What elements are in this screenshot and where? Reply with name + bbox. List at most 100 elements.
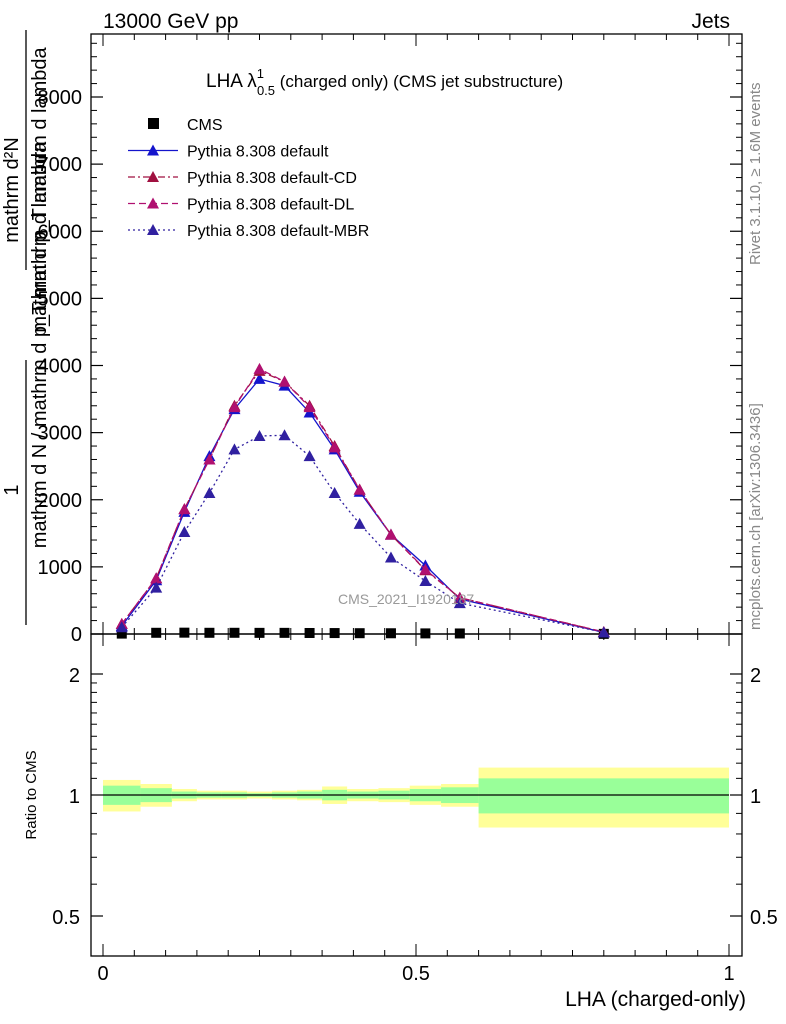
series-0 [116,627,609,639]
series-line [121,434,604,633]
y-label-numerator-two: mathrm d²N [1,137,23,243]
y-tick-label: 1000 [38,557,83,579]
main-axis-ticks: 0 1000 2000 3000 4000 5000 6000 7000 8000 [38,42,742,646]
series-marker [384,528,397,540]
series-marker [353,483,366,495]
plot-title-rest: (charged only) (CMS jet substructure) [275,72,563,91]
ratio-bands [103,767,729,828]
x-axis-ticks: 0 0.5 1 [97,34,735,985]
legend-label: Pythia 8.308 default-DL [187,197,354,214]
series-group [115,362,610,639]
series-marker [253,429,266,441]
series-marker [453,597,466,609]
series-marker [419,574,432,586]
cms-data-point [304,627,315,638]
series-marker [384,551,397,563]
legend-item: Pythia 8.308 default-DL [128,197,354,214]
series-marker [203,453,216,465]
legend-marker [148,118,159,129]
series-marker [203,487,216,499]
series-marker [178,503,191,515]
y-tick-label: 8000 [38,87,83,109]
legend-item: Pythia 8.308 default-CD [128,170,357,187]
mcplots-label: mcplots.cern.ch [arXiv:1306.3436] [747,403,764,630]
series-marker [253,372,266,384]
header-right: Jets [691,10,730,33]
y-label-denominator: mathrm d N / mathrm d p_T mathrm d lambd… [29,141,51,548]
series-marker [228,401,241,413]
cms-data-point [385,628,396,639]
y-label-denominator-two: mathrm d p_T mathrm d lambda [29,46,51,332]
legend-marker [147,144,159,156]
ratio-y-label: Ratio to CMS [23,750,40,839]
legend-label: CMS [187,117,223,134]
cms-data-point [229,627,240,638]
series-marker [150,572,163,584]
series-marker [303,401,316,413]
series-4 [115,429,610,638]
legend-marker [147,197,159,209]
main-y-label: 1 mathrm d²N mathrm d N / mathrm d p_T m… [1,30,51,625]
header-left: 13000 GeV pp [103,10,238,33]
legend-marker [147,171,159,182]
legend-item: Pythia 8.308 default-MBR [128,223,369,240]
cms-data-point [279,627,290,638]
cms-data-point [354,628,365,639]
series-marker [419,563,432,575]
y-tick-label: 4000 [38,356,83,378]
ratio-tick-label-right: 0.5 [750,907,778,929]
y-tick-label: 3000 [38,423,83,445]
ratio-tick-label: 0.5 [52,907,80,929]
x-tick-label: 0 [97,963,108,985]
series-marker [597,626,610,638]
series-marker [353,517,366,529]
plot-title-sup: 1 [257,66,264,81]
y-tick-label: 6000 [38,221,83,243]
ratio-axis-ticks: 0.5 0.5 1 1 2 2 [52,665,778,929]
y-label-numerator-one: 1 [1,484,23,495]
legend-item: CMS [148,117,223,134]
watermark: CMS_2021_I1920187 [338,591,474,607]
legend-label: Pythia 8.308 default-CD [187,170,357,187]
plot-title-main: LHA λ [206,71,257,92]
series-marker [150,581,163,593]
y-tick-label: 0 [71,624,82,646]
y-tick-label: 2000 [38,490,83,512]
series-marker [253,362,266,374]
legend: CMS Pythia 8.308 default Pythia 8.308 defa… [128,117,369,240]
legend-label: Pythia 8.308 default-MBR [187,223,369,240]
series-marker [115,621,128,633]
x-axis-label: LHA (charged-only) [565,988,746,1011]
cms-data-point [116,628,127,639]
cms-data-point [204,627,215,638]
rivet-label: Rivet 3.1.10, ≥ 1.6M events [747,83,764,266]
cms-data-point [420,628,431,639]
y-tick-label: 5000 [38,288,83,310]
x-tick-label: 1 [723,963,734,985]
series-marker [178,525,191,537]
ratio-band-inner [478,778,729,814]
legend-item: Pythia 8.308 default [128,144,329,161]
series-marker [328,487,341,499]
ratio-tick-label: 1 [69,786,80,808]
plot-title: LHA λ1 0.5 (charged only) (CMS jet substr… [206,66,563,98]
ratio-tick-label-right: 2 [750,665,761,687]
y-tick-label: 7000 [38,154,83,176]
legend-marker [147,224,159,235]
series-marker [328,441,341,453]
series-marker [278,429,291,441]
series-line [121,378,604,633]
ratio-tick-label: 2 [69,665,80,687]
x-tick-label: 0.5 [402,963,430,985]
series-marker [228,443,241,455]
series-marker [278,375,291,387]
legend-label: Pythia 8.308 default [187,144,329,161]
series-marker [303,450,316,462]
cms-data-point [454,628,465,639]
cms-data-point [254,627,265,638]
cms-data-point [151,627,162,638]
plot-title-sub: 0.5 [257,83,275,98]
ratio-tick-label-right: 1 [750,786,761,808]
cms-data-point [179,627,190,638]
